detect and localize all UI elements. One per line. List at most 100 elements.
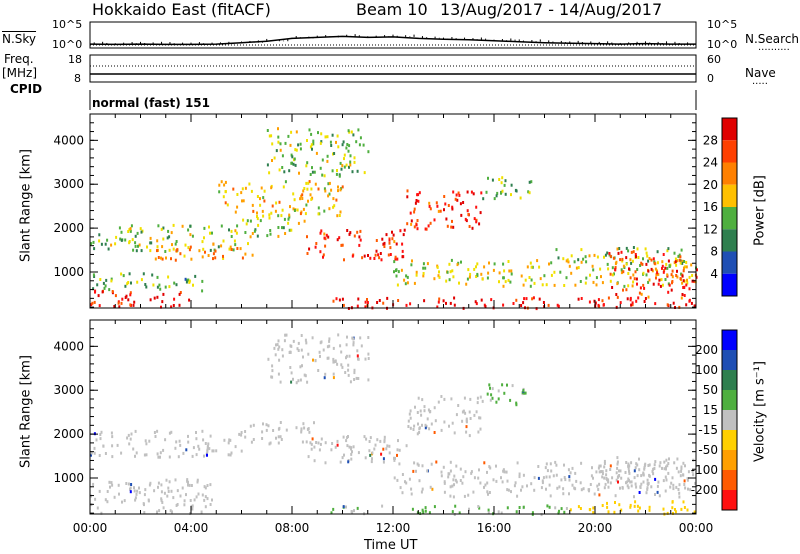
velocity-cell xyxy=(557,511,560,515)
power-cell xyxy=(211,231,213,235)
velocity-cell xyxy=(451,421,454,425)
velocity-cell xyxy=(478,416,481,420)
power-cell xyxy=(413,210,416,214)
velocity-cell xyxy=(571,466,574,470)
velocity-cell xyxy=(300,348,303,352)
velocity-cell xyxy=(414,405,416,409)
power-cell xyxy=(358,143,361,147)
velocity-cell xyxy=(614,501,616,504)
power-cell xyxy=(144,283,147,286)
power-cell xyxy=(604,253,607,257)
power-cell xyxy=(443,195,446,198)
velocity-cell xyxy=(579,481,582,485)
velocity-cell xyxy=(396,478,399,482)
velocity-cell xyxy=(203,454,205,458)
velocity-cell xyxy=(487,511,490,515)
velocity-cell xyxy=(364,456,367,460)
velocity-cell xyxy=(369,453,372,457)
power-colorbar-swatch xyxy=(722,184,737,207)
power-cell xyxy=(99,278,102,281)
power-cell xyxy=(396,283,399,287)
power-colorbar-frame xyxy=(721,117,738,297)
power-cell xyxy=(468,275,471,279)
power-cell xyxy=(392,233,395,237)
power-cell xyxy=(309,193,312,197)
velocity-cell xyxy=(449,485,452,489)
velocity-cell xyxy=(106,490,109,493)
velocity-cell xyxy=(171,510,173,514)
velocity-cell xyxy=(677,488,680,491)
velocity-cell xyxy=(453,431,456,435)
power-cell xyxy=(647,259,650,263)
velocity-cell xyxy=(188,483,191,487)
power-cell xyxy=(664,266,667,270)
velocity-cell xyxy=(516,494,519,498)
power-cell xyxy=(383,245,386,248)
power-cell xyxy=(269,232,272,236)
power-cell xyxy=(356,169,359,173)
power-cell xyxy=(101,290,104,294)
velocity-cell xyxy=(127,482,130,486)
power-cell xyxy=(236,224,239,228)
x-tick-label: 16:00 xyxy=(477,521,512,535)
velocity-cell xyxy=(410,487,413,491)
power-cell xyxy=(104,242,107,246)
power-cell xyxy=(273,156,276,160)
velocity-cell xyxy=(428,427,431,431)
velocity-cell xyxy=(524,391,527,395)
power-cell xyxy=(498,271,501,275)
power-cell xyxy=(305,203,308,207)
power-cell xyxy=(256,234,259,238)
power-cell xyxy=(528,276,531,279)
velocity-cell xyxy=(457,404,460,407)
velocity-cell xyxy=(678,491,681,495)
velocity-cell xyxy=(522,505,525,509)
power-cell xyxy=(170,231,173,235)
power-cell xyxy=(168,248,171,252)
velocity-cell xyxy=(176,489,179,493)
power-cell xyxy=(627,272,630,275)
power-cell xyxy=(228,247,231,251)
velocity-cell xyxy=(443,480,446,484)
power-cell xyxy=(299,147,302,151)
power-cell xyxy=(557,304,560,308)
velocity-cell xyxy=(455,413,458,417)
power-cell xyxy=(191,234,194,238)
power-cell xyxy=(342,303,345,307)
velocity-cell xyxy=(370,460,373,464)
velocity-cell xyxy=(174,446,177,450)
power-cell xyxy=(120,238,123,242)
velocity-cell xyxy=(417,463,420,467)
power-cell xyxy=(319,231,322,235)
power-cell xyxy=(632,246,635,249)
velocity-cell xyxy=(320,437,323,441)
power-cell xyxy=(550,273,553,277)
velocity-cell xyxy=(646,486,649,490)
power-cell xyxy=(680,296,683,300)
power-cell xyxy=(345,163,348,167)
date-range: 13/Aug/2017 - 14/Aug/2017 xyxy=(440,0,663,19)
power-cell xyxy=(149,298,152,302)
power-cell xyxy=(438,270,440,274)
power-cell xyxy=(666,273,669,277)
power-cell xyxy=(234,229,237,233)
power-cell xyxy=(436,305,439,309)
velocity-cell xyxy=(588,508,591,512)
velocity-cell xyxy=(332,357,335,361)
power-cell xyxy=(436,265,439,269)
velocity-cell xyxy=(542,476,545,480)
power-cell xyxy=(337,189,339,193)
power-cell xyxy=(538,297,541,301)
power-cell xyxy=(188,298,191,302)
power-cell xyxy=(126,282,129,286)
power-cell xyxy=(622,264,625,268)
power-cell xyxy=(424,266,427,270)
velocity-cell xyxy=(618,503,621,507)
velocity-cell xyxy=(322,348,325,352)
velocity-cell xyxy=(369,436,372,440)
power-cell xyxy=(690,263,693,267)
velocity-cell xyxy=(351,336,354,340)
velocity-cell xyxy=(469,417,472,420)
power-cell xyxy=(194,274,197,278)
power-cell xyxy=(139,227,142,231)
